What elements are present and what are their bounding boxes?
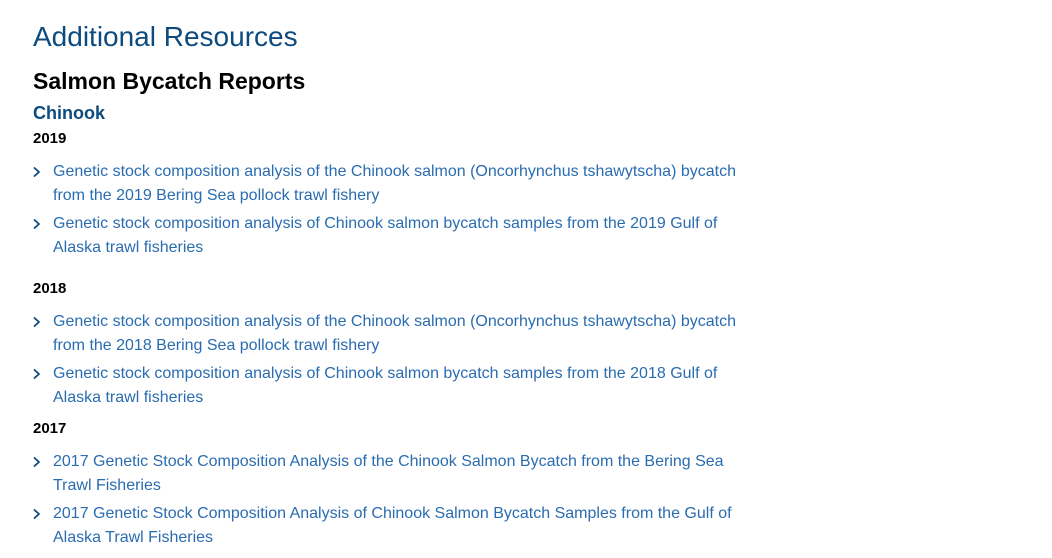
chevron-right-icon — [33, 212, 53, 236]
year-heading: 2017 — [33, 420, 67, 437]
species-heading: Chinook — [33, 103, 105, 123]
report-list-item: 2017 Genetic Stock Composition Analysis … — [33, 502, 753, 550]
year-heading: 2019 — [33, 130, 67, 147]
report-link[interactable]: 2017 Genetic Stock Composition Analysis … — [53, 453, 724, 494]
chevron-right-icon — [33, 502, 53, 526]
report-list-item: Genetic stock composition analysis of th… — [33, 160, 753, 208]
section-title: Salmon Bycatch Reports — [33, 68, 306, 94]
chevron-right-icon — [33, 160, 53, 184]
report-link[interactable]: Genetic stock composition analysis of th… — [53, 163, 736, 204]
report-link[interactable]: 2017 Genetic Stock Composition Analysis … — [53, 505, 732, 546]
report-list-item: 2017 Genetic Stock Composition Analysis … — [33, 450, 753, 498]
chevron-right-icon — [33, 450, 53, 474]
report-list-item: Genetic stock composition analysis of Ch… — [33, 212, 753, 260]
report-list-item: Genetic stock composition analysis of th… — [33, 310, 753, 358]
report-link[interactable]: Genetic stock composition analysis of Ch… — [53, 215, 718, 256]
year-heading: 2018 — [33, 280, 67, 297]
report-link[interactable]: Genetic stock composition analysis of th… — [53, 313, 736, 354]
chevron-right-icon — [33, 310, 53, 334]
report-link[interactable]: Genetic stock composition analysis of Ch… — [53, 365, 718, 406]
page-title: Additional Resources — [33, 21, 298, 52]
report-list-item: Genetic stock composition analysis of Ch… — [33, 362, 753, 410]
chevron-right-icon — [33, 362, 53, 386]
